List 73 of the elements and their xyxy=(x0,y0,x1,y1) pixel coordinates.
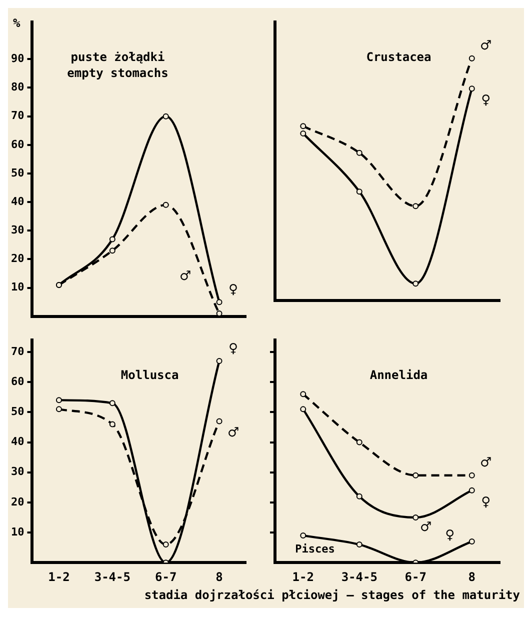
y-tick-label: 60 xyxy=(10,138,24,151)
x-tick-label: 1-2 xyxy=(48,570,70,584)
point xyxy=(56,406,62,412)
point xyxy=(468,86,475,92)
point xyxy=(162,542,169,548)
point xyxy=(109,421,116,428)
annotation: ♀ xyxy=(445,528,455,543)
series-label: ♂ xyxy=(480,38,492,54)
point xyxy=(412,280,419,287)
series-label: ♂ xyxy=(480,456,492,471)
y-tick-label: 20 xyxy=(10,495,24,508)
series-label: ♂ xyxy=(227,426,240,441)
point xyxy=(412,472,419,478)
x-tick-label: 8 xyxy=(216,570,223,584)
point xyxy=(300,123,306,130)
x-axis-title: stadia dojrzałości płciowej — stages of the maturity xyxy=(143,588,521,604)
point xyxy=(109,248,116,254)
text: puste żołądki xyxy=(70,50,165,64)
text: Annelida xyxy=(370,368,428,382)
point xyxy=(468,487,475,494)
point xyxy=(109,400,116,406)
point xyxy=(356,439,362,446)
y-tick-label: 20 xyxy=(10,252,24,266)
y-tick-label: 70 xyxy=(10,109,24,122)
series-label: ♂ xyxy=(179,268,192,284)
point xyxy=(162,202,169,208)
y-tick-label: 80 xyxy=(10,80,24,94)
point xyxy=(300,391,306,398)
point xyxy=(216,299,222,306)
point xyxy=(356,150,362,156)
x-tick-label: 3-4-5 xyxy=(341,570,378,584)
point xyxy=(216,358,222,364)
point xyxy=(412,203,419,210)
series-label: ♀ xyxy=(228,282,238,298)
point xyxy=(162,113,169,120)
x-tick-label: 8 xyxy=(468,570,476,584)
series-label: Pisces xyxy=(295,542,335,556)
series-label: ♀ xyxy=(228,341,238,356)
x-tick-label: 6-7 xyxy=(404,570,426,584)
point xyxy=(109,236,116,242)
point xyxy=(468,472,475,478)
y-tick-label: 10 xyxy=(10,280,24,294)
point xyxy=(468,55,475,62)
text: Mollusca xyxy=(120,368,179,382)
y-axis-title: % xyxy=(13,16,22,30)
y-tick-label: 70 xyxy=(10,344,24,358)
series-label: ♀ xyxy=(481,494,491,510)
y-tick-label: 30 xyxy=(10,465,24,478)
point xyxy=(468,538,475,545)
y-tick-label: 90 xyxy=(10,52,24,66)
chart-title: Crustacea xyxy=(366,50,432,64)
y-tick-label: 10 xyxy=(10,525,24,538)
point xyxy=(356,188,362,195)
annotation: ♂ xyxy=(420,520,432,535)
point xyxy=(300,406,306,412)
y-tick-label: 50 xyxy=(10,166,24,180)
x-tick-label: 3-4-5 xyxy=(94,570,130,584)
y-tick-label: 30 xyxy=(10,224,24,237)
point xyxy=(412,514,419,520)
text: empty stomachs xyxy=(67,66,168,80)
point xyxy=(300,130,306,136)
y-tick-label: 50 xyxy=(10,405,24,418)
point xyxy=(356,493,362,500)
y-tick-label: 40 xyxy=(10,194,24,208)
point xyxy=(356,542,362,548)
point xyxy=(56,397,62,404)
y-tick-label: 60 xyxy=(10,374,24,388)
x-tick-label: 1-2 xyxy=(292,570,314,584)
point xyxy=(216,418,222,424)
series-label: ♀ xyxy=(481,92,491,108)
y-tick-label: 40 xyxy=(10,435,24,448)
x-tick-label: 6-7 xyxy=(155,570,177,584)
point xyxy=(300,532,306,539)
